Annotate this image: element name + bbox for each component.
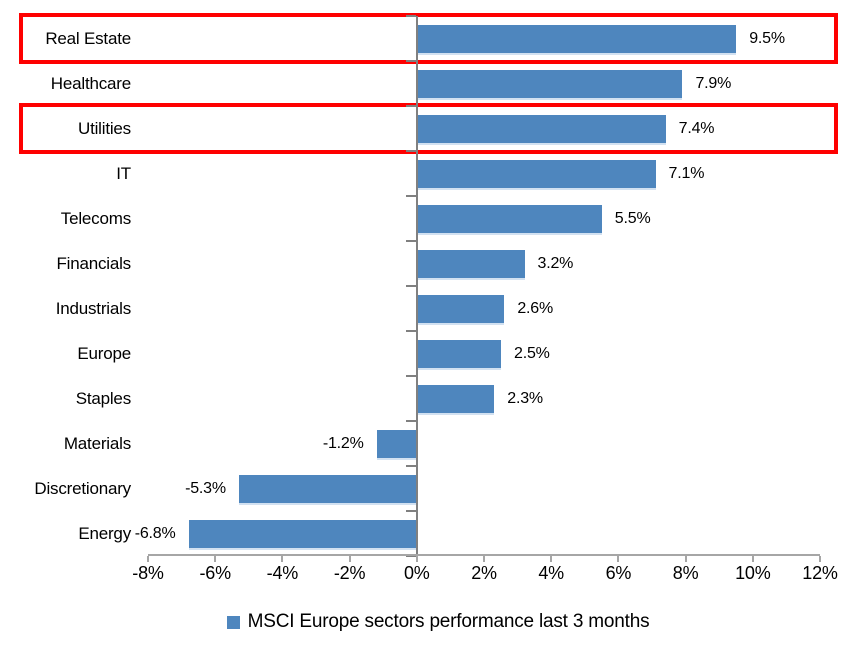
x-axis-tick — [819, 556, 821, 562]
value-label: 7.1% — [668, 164, 705, 182]
x-axis-tick — [483, 556, 485, 562]
legend-swatch-icon — [226, 615, 240, 629]
value-label: 2.6% — [517, 299, 554, 317]
bar — [417, 384, 495, 413]
x-axis-tick — [214, 556, 217, 562]
value-label: 5.5% — [614, 209, 651, 227]
category-label: Healthcare — [50, 73, 131, 93]
category-label: Materials — [63, 433, 131, 453]
category-axis-tick — [406, 465, 416, 467]
value-label: 7.9% — [695, 74, 732, 92]
category-axis-tick — [406, 510, 416, 512]
bar — [417, 69, 683, 98]
value-label: 9.5% — [749, 29, 785, 47]
bar — [417, 249, 525, 278]
category-axis-tick — [406, 15, 416, 17]
highlight-box — [19, 103, 838, 154]
highlight-box — [19, 13, 838, 64]
category-label: Telecoms — [60, 208, 131, 228]
x-tick-label: -8% — [132, 563, 164, 583]
bar — [417, 339, 501, 368]
category-label: Discretionary — [34, 478, 131, 498]
x-axis-tick — [751, 556, 754, 562]
category-axis-tick — [406, 555, 416, 557]
x-tick-label: 0% — [403, 563, 430, 583]
x-tick-label: 8% — [672, 563, 699, 583]
legend-label: MSCI Europe sectors performance last 3 m… — [247, 611, 650, 632]
x-tick-label: 2% — [471, 563, 497, 583]
value-label: 3.2% — [537, 254, 574, 272]
x-axis-tick — [617, 556, 620, 562]
category-axis-tick — [406, 285, 416, 287]
x-tick-label: -4% — [266, 563, 299, 583]
x-tick-label: -2% — [333, 563, 366, 583]
category-axis-tick — [406, 240, 416, 242]
category-label: Real Estate — [45, 28, 131, 48]
value-label: 7.4% — [678, 119, 715, 137]
x-axis-tick — [348, 556, 351, 562]
x-axis-tick — [415, 556, 418, 562]
value-label: -1.2% — [322, 434, 364, 452]
category-label: Europe — [77, 343, 131, 363]
bar — [376, 429, 417, 458]
x-axis-tick — [550, 556, 553, 562]
category-axis-tick — [406, 195, 416, 197]
bar — [188, 519, 417, 548]
category-label: Energy — [78, 523, 131, 543]
category-label: IT — [116, 163, 131, 183]
bar — [417, 159, 656, 188]
category-axis-tick — [406, 375, 416, 377]
category-axis-tick — [406, 150, 416, 152]
bar — [417, 204, 602, 233]
x-axis-tick — [147, 556, 149, 562]
category-axis-tick — [406, 60, 416, 62]
x-axis-tick — [684, 556, 687, 562]
category-axis-tick — [406, 420, 416, 422]
value-label: 2.3% — [507, 389, 543, 407]
category-label: Industrials — [55, 298, 131, 318]
x-tick-label: 12% — [802, 563, 838, 583]
legend: MSCI Europe sectors performance last 3 m… — [12, 611, 852, 633]
bar — [417, 294, 505, 323]
x-tick-label: 4% — [538, 563, 564, 583]
value-label: 2.5% — [514, 344, 550, 362]
x-axis-line — [148, 554, 820, 556]
zero-axis-line — [416, 16, 418, 562]
category-label: Staples — [75, 388, 132, 408]
value-label: -5.3% — [185, 479, 226, 497]
x-tick-label: -6% — [199, 563, 231, 583]
value-label: -6.8% — [134, 524, 176, 542]
category-label: Financials — [56, 253, 131, 273]
bar — [417, 114, 666, 143]
category-label: Utilities — [78, 118, 131, 138]
x-axis-tick — [281, 556, 284, 562]
x-tick-label: 10% — [735, 563, 771, 583]
category-axis-tick — [406, 105, 416, 107]
category-axis-tick — [406, 330, 416, 332]
bar — [238, 474, 417, 503]
x-tick-label: 6% — [605, 563, 632, 583]
bar — [417, 24, 737, 53]
